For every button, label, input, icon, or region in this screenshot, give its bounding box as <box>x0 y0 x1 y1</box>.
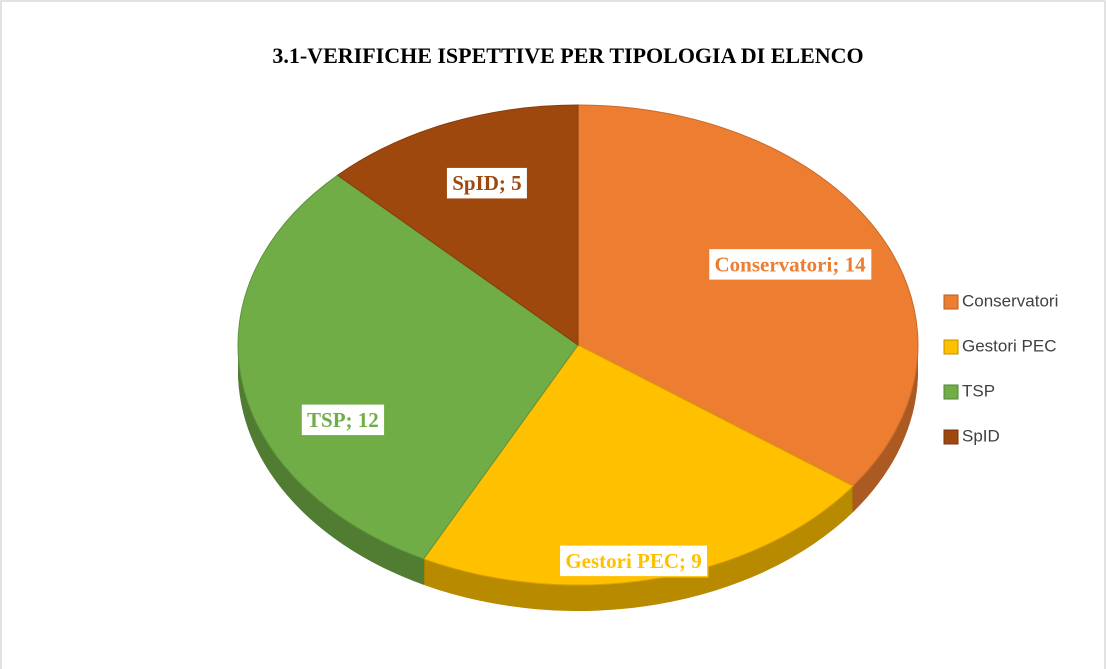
slice <box>336 104 579 346</box>
slice <box>237 174 579 560</box>
data-label-box <box>558 544 709 578</box>
data-label-text: SpID; 5 <box>452 171 521 195</box>
legend-label: SpID <box>962 426 1000 445</box>
legend-label: Gestori PEC <box>962 336 1056 355</box>
legend-swatch <box>943 429 959 445</box>
data-label: TSP; 12 <box>300 403 386 437</box>
data-label: Gestori PEC; 9 <box>558 544 709 578</box>
data-label-text: Conservatori; 14 <box>715 252 867 276</box>
slice <box>422 344 854 586</box>
data-label-box <box>300 403 386 437</box>
legend-swatch <box>943 384 959 400</box>
data-label: SpID; 5 <box>445 166 529 200</box>
legend-label: Conservatori <box>962 291 1058 310</box>
legend-swatch <box>943 339 959 355</box>
data-label-box <box>445 166 529 200</box>
legend-label: TSP <box>962 381 995 400</box>
data-label-text: TSP; 12 <box>307 408 379 432</box>
data-label-text: Gestori PEC; 9 <box>565 549 701 573</box>
data-label-box <box>707 247 873 282</box>
data-label: Conservatori; 14 <box>707 247 873 282</box>
slice <box>577 104 919 487</box>
chart-title: 3.1-VERIFICHE ISPETTIVE PER TIPOLOGIA DI… <box>272 43 863 68</box>
legend-swatch <box>943 294 959 310</box>
